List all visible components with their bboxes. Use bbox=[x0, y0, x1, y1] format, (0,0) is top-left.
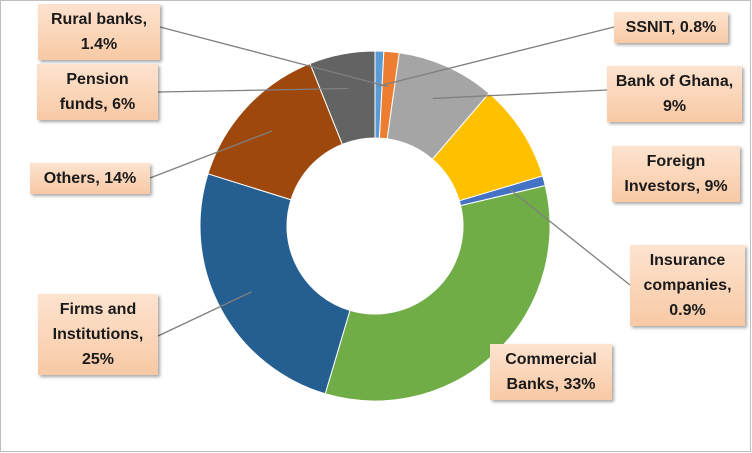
slice bbox=[199, 173, 351, 395]
data-label: Others, 14% bbox=[30, 163, 150, 194]
leader-line bbox=[157, 291, 252, 337]
data-label: Insurance companies, 0.9% bbox=[630, 245, 745, 326]
leader-line bbox=[157, 87, 349, 93]
data-label: Firms and Institutions, 25% bbox=[38, 294, 158, 375]
slice bbox=[309, 50, 376, 145]
leader-line bbox=[509, 189, 631, 286]
slice bbox=[207, 62, 343, 201]
leader-line bbox=[378, 26, 615, 87]
data-label: Bank of Ghana, 9% bbox=[607, 66, 742, 122]
leader-line bbox=[149, 130, 273, 179]
data-label: Commercial Banks, 33% bbox=[490, 344, 612, 400]
leader-line bbox=[159, 26, 389, 88]
data-label: SSNIT, 0.8% bbox=[614, 12, 728, 43]
data-label: Rural banks, 1.4% bbox=[38, 4, 160, 60]
data-label: Pension funds, 6% bbox=[37, 64, 158, 120]
leader-line bbox=[432, 89, 608, 100]
data-label: Foreign Investors, 9% bbox=[612, 146, 740, 202]
